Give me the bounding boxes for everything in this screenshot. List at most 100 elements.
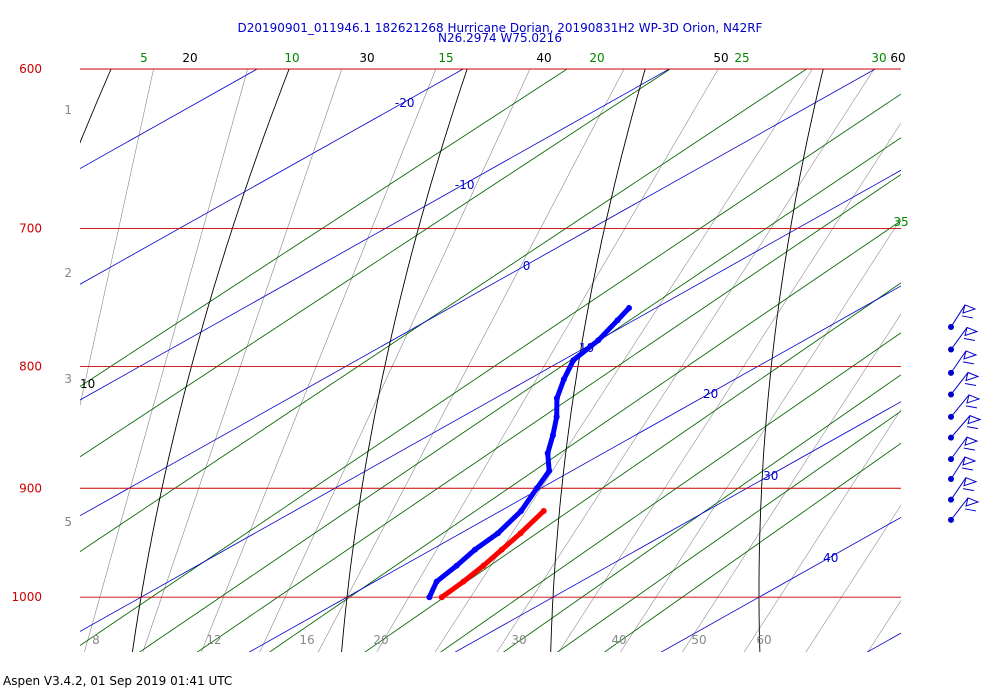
dewpoint-point	[453, 562, 460, 569]
moist-adiabat-line	[926, 65, 1000, 657]
dry-adiabat-line	[550, 69, 646, 652]
temperature-point	[480, 562, 487, 569]
dewpoint-trace	[427, 306, 631, 599]
moist-adiabat-line	[317, 69, 625, 652]
chart-title: D20190901_011946.1 182621268 Hurricane D…	[237, 21, 763, 35]
temperature-point	[438, 594, 445, 601]
dry-adiabat-line	[341, 69, 468, 652]
mixing-ratio-line	[502, 374, 901, 652]
wind-barb-feather	[966, 426, 979, 430]
wind-barb-pennant	[964, 326, 979, 337]
moist-adiabat-line	[259, 69, 531, 652]
dewpoint-point	[472, 546, 479, 553]
wind-barb-staff	[950, 327, 968, 350]
dewpoint-point	[553, 395, 560, 402]
isotherm-label: 30	[763, 469, 778, 483]
mixing-ratio-line	[364, 282, 901, 652]
moist-adiabat-line	[84, 69, 248, 652]
isotherm-line	[80, 169, 901, 632]
isotherm-line	[80, 69, 259, 170]
software-footer: Aspen V3.4.2, 01 Sep 2019 01:41 UTC	[3, 674, 233, 688]
moist-adiabat-line	[620, 217, 901, 652]
bottom-temperature-label: 60	[756, 633, 771, 647]
mixing-ratio-lines	[80, 69, 901, 652]
isotherm-line	[660, 516, 901, 652]
dewpoint-point	[544, 450, 551, 457]
mixing-ratio-line	[138, 137, 901, 652]
bottom-temperature-label: 8	[92, 633, 100, 647]
mixing-ratio-label: 20	[589, 51, 604, 65]
mixing-ratio-line	[80, 69, 672, 458]
wind-barb-pennant	[965, 497, 980, 507]
moist-adiabat-line	[681, 313, 901, 652]
dry-adiabat-line	[131, 69, 290, 652]
mixing-ratio-label: 35	[893, 215, 908, 229]
sounding-traces	[426, 304, 633, 601]
wind-barb-feather	[962, 361, 975, 365]
temperature-point	[460, 578, 467, 585]
isotherm-line	[80, 69, 877, 517]
moist-adiabat-line	[80, 69, 154, 407]
wind-barb-staff	[950, 394, 970, 418]
dewpoint-point	[614, 317, 621, 324]
wind-barbs	[948, 304, 982, 523]
wind-barb-feather	[963, 338, 976, 342]
wind-barb-pennant	[962, 456, 977, 466]
moist-adiabats	[80, 65, 1000, 657]
height-label: 2	[64, 266, 72, 280]
isotherm-label: -10	[455, 178, 475, 192]
dry-adiabat-label: 40	[536, 51, 551, 65]
dry-adiabat-line	[80, 69, 112, 144]
height-label: 1	[64, 103, 72, 117]
wind-barb-pennant	[964, 436, 979, 446]
isotherm-line	[80, 69, 465, 285]
bottom-temperature-label: 20	[373, 633, 388, 647]
dry-adiabat-label: 30	[359, 51, 374, 65]
wind-barb-pennant	[963, 350, 978, 360]
dewpoint-point	[426, 594, 433, 601]
isotherm-line	[248, 285, 901, 652]
isotherm-line	[80, 69, 671, 401]
dewpoint-point	[433, 578, 440, 585]
wind-barb-pennant	[962, 304, 977, 314]
temperature-point	[517, 530, 524, 537]
bottom-temperature-label: 16	[299, 633, 314, 647]
isotherm-label: -20	[395, 96, 415, 110]
temperature-point	[540, 507, 547, 514]
dewpoint-point	[549, 432, 556, 439]
wind-barb-staff	[950, 372, 969, 395]
wind-barb-staff	[950, 436, 968, 460]
mixing-ratio-line	[268, 220, 901, 652]
mixing-ratio-label: 15	[438, 51, 453, 65]
temperature-trace	[440, 509, 546, 600]
wind-barb-feather	[961, 467, 974, 471]
chart-subtitle: N26.2974 W75.0216	[438, 31, 562, 45]
dewpoint-point	[553, 413, 560, 420]
mixing-ratio-line	[556, 410, 901, 652]
dewpoint-point	[595, 337, 602, 344]
isotherm-line	[454, 401, 901, 652]
mixing-ratio-line	[603, 442, 901, 652]
mixing-ratio-line	[196, 173, 901, 652]
bottom-temperature-label: 50	[691, 633, 706, 647]
moist-adiabat-line	[558, 122, 901, 652]
dewpoint-point	[546, 467, 553, 474]
moist-adiabat-line	[867, 599, 901, 652]
wind-barb-pennant	[966, 394, 981, 404]
wind-barb-feather	[962, 488, 975, 492]
wind-barb-staff	[950, 304, 966, 328]
wind-barb-feather	[964, 508, 977, 512]
wind-barb-pennant	[965, 371, 980, 382]
isotherms	[80, 69, 901, 652]
wind-barb-pennant	[967, 414, 982, 425]
isobars	[80, 68, 901, 598]
dewpoint-point	[494, 530, 501, 537]
dewpoint-point	[626, 304, 633, 311]
dewpoint-point	[560, 376, 567, 383]
wind-barb-feather	[961, 315, 974, 319]
mixing-ratio-label: 25	[734, 51, 749, 65]
isobar-label: 1000	[11, 590, 42, 604]
dewpoint-point	[518, 507, 525, 514]
moist-adiabat-line	[201, 69, 437, 652]
